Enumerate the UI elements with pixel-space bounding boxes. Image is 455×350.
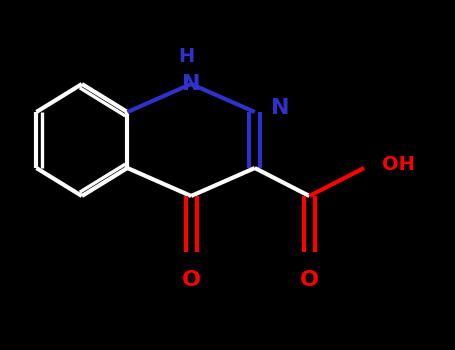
Text: O: O	[182, 270, 201, 289]
Text: N: N	[271, 98, 289, 119]
Text: N: N	[182, 74, 200, 94]
Text: OH: OH	[382, 155, 415, 174]
Text: H: H	[178, 48, 195, 66]
Text: O: O	[300, 270, 319, 289]
